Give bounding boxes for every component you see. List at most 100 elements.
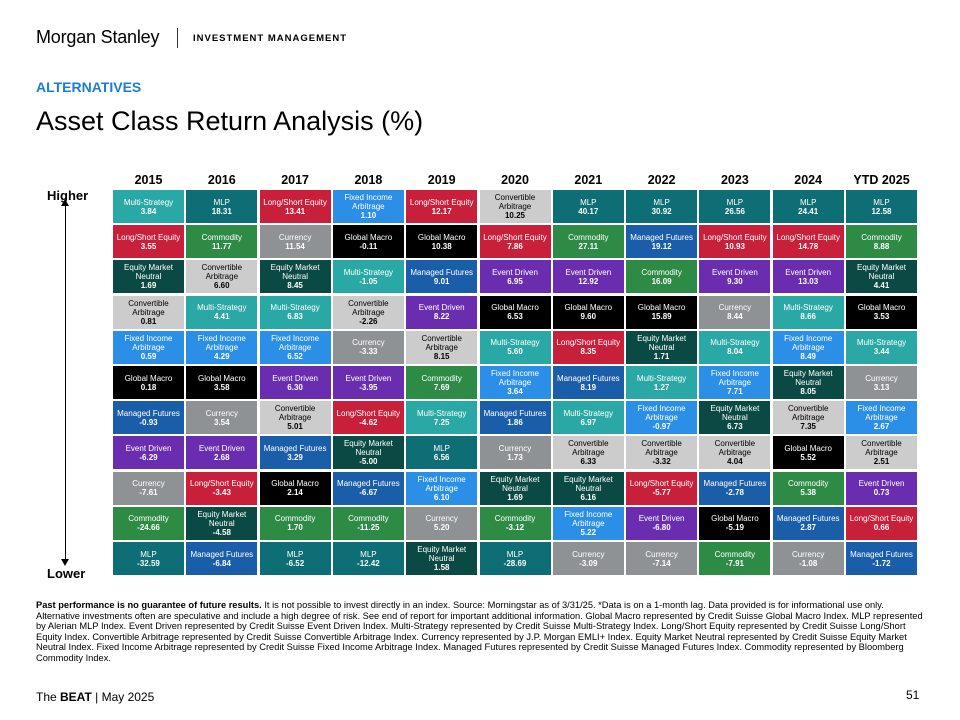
asset-class-label: Convertible bbox=[494, 193, 536, 202]
return-cell: MLP 12.58 bbox=[846, 190, 917, 223]
return-cell: Managed Futures 2.87 bbox=[772, 506, 844, 540]
asset-class-label: Convertible bbox=[421, 333, 462, 343]
asset-class-label: Fixed Income bbox=[490, 369, 540, 378]
return-value: -1.05 bbox=[359, 276, 378, 286]
return-value: 8.66 bbox=[800, 312, 816, 322]
footer-date: | May 2025 bbox=[91, 690, 155, 704]
return-value: 0.66 bbox=[873, 523, 890, 533]
return-cell: Event Driven 6.30 bbox=[259, 366, 331, 399]
return-cell: Global Macro 6.53 bbox=[479, 295, 551, 329]
asset-class-label: Multi-Strategy bbox=[123, 197, 174, 207]
asset-class-label: Arbitrage bbox=[498, 378, 532, 387]
return-value: 1.70 bbox=[287, 523, 303, 533]
return-value: 7.86 bbox=[507, 241, 523, 251]
return-cell: Multi-Strategy 6.97 bbox=[552, 401, 624, 435]
return-cell: Currency -7.61 bbox=[113, 471, 184, 505]
return-value: -5.19 bbox=[725, 523, 744, 533]
asset-class-label: Neutral bbox=[355, 448, 382, 458]
asset-class-label: Event Driven bbox=[418, 303, 465, 313]
section-label: ALTERNATIVES bbox=[36, 79, 142, 95]
return-value: 8.44 bbox=[727, 312, 743, 322]
return-value: -0.93 bbox=[139, 417, 158, 427]
asset-class-label: Fixed Income bbox=[271, 333, 320, 343]
return-value: -5.77 bbox=[652, 488, 671, 498]
asset-class-label: Arbitrage bbox=[645, 413, 678, 423]
arrow-up-icon bbox=[61, 199, 69, 206]
return-value: 2.68 bbox=[214, 452, 230, 462]
asset-class-label: Event Driven bbox=[565, 267, 612, 277]
asset-class-label: Convertible bbox=[714, 439, 756, 449]
return-cell: Managed Futures -0.93 bbox=[113, 401, 184, 435]
asset-class-label: Global Macro bbox=[491, 303, 539, 313]
return-cell: Multi-Strategy -1.05 bbox=[332, 260, 404, 294]
return-cell: Currency -1.08 bbox=[772, 542, 844, 575]
return-cell: MLP -12.42 bbox=[332, 542, 404, 575]
asset-class-label: Multi-Strategy bbox=[563, 408, 613, 418]
asset-class-label: Arbitrage bbox=[132, 307, 165, 317]
asset-class-label: Global Macro bbox=[564, 303, 613, 313]
return-cell: Long/Short Equity 10.93 bbox=[699, 225, 771, 259]
return-value: 13.03 bbox=[798, 276, 819, 286]
asset-class-label: Long/Short Equity bbox=[556, 338, 621, 348]
return-cell: Currency -7.14 bbox=[626, 542, 698, 575]
return-cell: Convertible Arbitrage 10.25 bbox=[479, 190, 551, 223]
asset-class-label: Global Macro bbox=[271, 479, 319, 489]
asset-class-label: Equity Market bbox=[197, 509, 247, 519]
asset-class-label: Neutral bbox=[208, 518, 235, 528]
asset-class-label: Arbitrage bbox=[425, 483, 458, 493]
return-cell: Event Driven 2.68 bbox=[186, 436, 258, 470]
asset-class-label: Convertible bbox=[568, 439, 609, 449]
return-value: 26.56 bbox=[724, 206, 745, 216]
return-value: -6.67 bbox=[359, 488, 378, 498]
asset-class-label: Long/Short Equity bbox=[849, 514, 914, 524]
return-cell: Fixed Income Arbitrage 4.29 bbox=[186, 330, 258, 364]
return-cell: Convertible Arbitrage 6.60 bbox=[186, 260, 258, 294]
return-cell: Convertible Arbitrage 5.01 bbox=[259, 401, 331, 435]
return-value: 3.44 bbox=[873, 347, 890, 357]
asset-class-label: Multi-Strategy bbox=[636, 373, 687, 383]
return-value: 6.16 bbox=[580, 492, 597, 502]
return-value: 10.25 bbox=[504, 211, 526, 220]
asset-class-label: Arbitrage bbox=[425, 342, 458, 352]
return-cell: Multi-Strategy 3.84 bbox=[113, 190, 184, 223]
return-cell: Global Macro 3.58 bbox=[186, 366, 258, 399]
asset-class-label: Neutral bbox=[502, 483, 528, 493]
return-cell: Long/Short Equity 0.66 bbox=[846, 506, 917, 540]
return-cell: Convertible Arbitrage 2.51 bbox=[846, 436, 917, 470]
return-value: -6.80 bbox=[652, 523, 671, 533]
return-cell: Long/Short Equity 3.55 bbox=[113, 225, 184, 259]
return-cell: Currency -3.09 bbox=[552, 542, 624, 575]
asset-class-label: Commodity bbox=[201, 232, 243, 242]
return-value: -6.84 bbox=[212, 558, 231, 568]
return-cell: Convertible Arbitrage 0.81 bbox=[113, 295, 184, 329]
asset-class-label: Neutral bbox=[135, 272, 162, 282]
return-value: -2.26 bbox=[359, 316, 378, 326]
return-cell: Global Macro -0.11 bbox=[332, 225, 404, 259]
page-title: Asset Class Return Analysis (%) bbox=[36, 106, 424, 136]
return-cell: Global Macro 3.53 bbox=[846, 295, 917, 329]
return-value: -3.43 bbox=[212, 488, 231, 498]
asset-class-label: Event Driven bbox=[345, 373, 392, 383]
asset-class-label: Managed Futures bbox=[776, 514, 840, 524]
return-value: 8.49 bbox=[800, 351, 816, 361]
asset-class-label: Event Driven bbox=[492, 267, 538, 277]
return-cell: Currency 3.13 bbox=[846, 366, 917, 399]
return-cell: Convertible Arbitrage 7.35 bbox=[772, 401, 844, 435]
asset-class-label: Commodity bbox=[787, 479, 829, 489]
year-header: 2015 bbox=[134, 173, 163, 187]
asset-class-label: Commodity bbox=[714, 549, 756, 559]
return-value: 6.10 bbox=[433, 492, 450, 502]
asset-class-label: Currency bbox=[645, 549, 678, 559]
return-value: -3.95 bbox=[359, 382, 378, 392]
return-value: 12.92 bbox=[578, 276, 599, 286]
asset-class-label: Global Macro bbox=[344, 232, 393, 242]
asset-class-label: Multi-Strategy bbox=[710, 338, 760, 348]
return-cell: Equity Market Neutral 4.41 bbox=[846, 260, 917, 294]
asset-class-label: Managed Futures bbox=[190, 549, 254, 559]
return-cell: Long/Short Equity 8.35 bbox=[552, 330, 624, 364]
logo-divider bbox=[177, 28, 178, 48]
return-value: -0.11 bbox=[359, 241, 378, 251]
return-value: 4.41 bbox=[873, 281, 890, 291]
return-value: 10.93 bbox=[724, 241, 745, 251]
asset-class-label: Managed Futures bbox=[630, 232, 693, 242]
